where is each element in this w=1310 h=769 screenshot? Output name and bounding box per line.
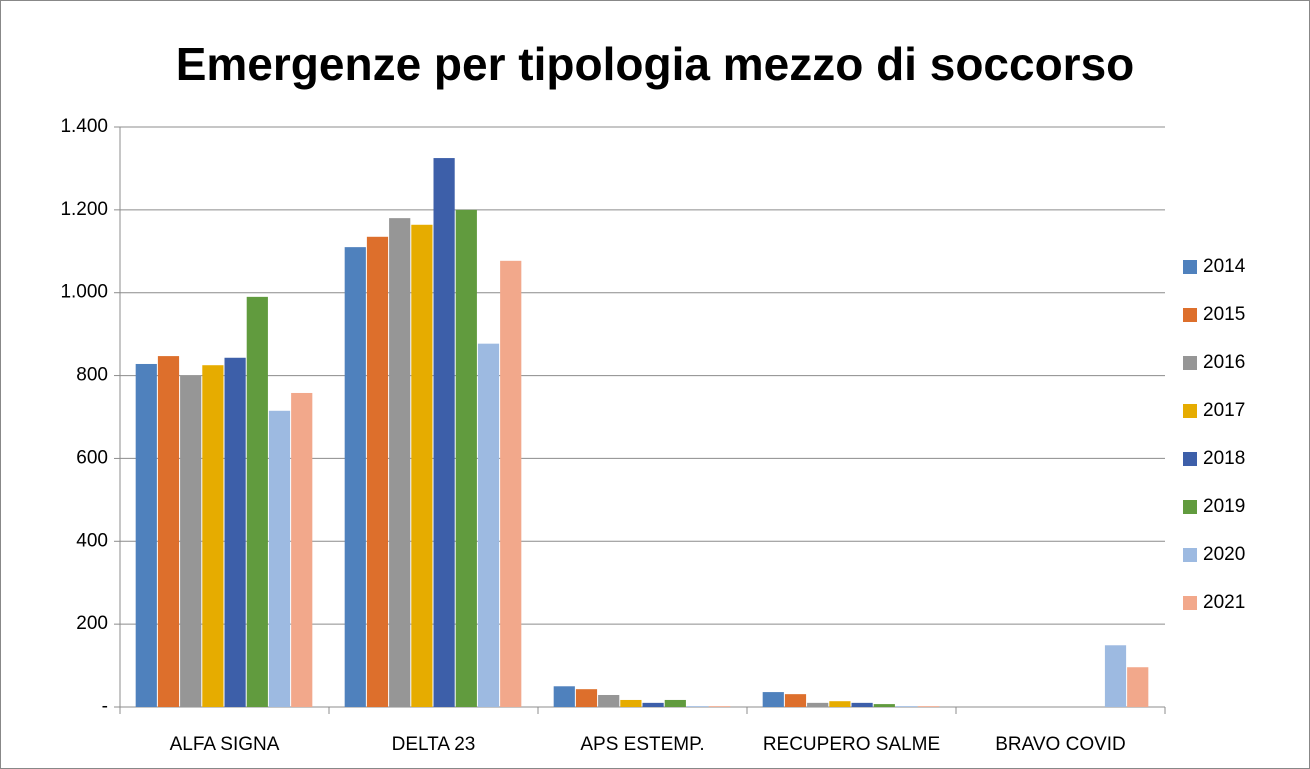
legend-swatch: [1183, 356, 1197, 370]
bar: [366, 236, 389, 708]
bar: [202, 365, 224, 707]
x-tick-label: ALFA SIGNA: [170, 734, 280, 755]
bar: [895, 706, 918, 707]
y-tick-label: 1.200: [60, 199, 108, 220]
legend-label: 2014: [1203, 256, 1246, 277]
bar: [575, 689, 598, 707]
chart-title: Emergenze per tipologia mezzo di soccors…: [176, 38, 1135, 90]
legend-label: 2019: [1203, 496, 1245, 517]
x-tick-label: APS ESTEMP.: [580, 734, 704, 755]
x-tick-label: BRAVO COVID: [995, 734, 1126, 755]
legend-label: 2016: [1203, 352, 1245, 373]
bar: [851, 702, 873, 707]
bar: [157, 356, 180, 707]
legend-label: 2020: [1203, 544, 1245, 565]
bar: [664, 699, 686, 707]
bar: [1127, 667, 1149, 707]
bar: [686, 706, 709, 707]
bar: [135, 363, 157, 707]
legend-swatch: [1183, 596, 1197, 610]
y-tick-label: 800: [76, 365, 108, 386]
y-tick-label: 600: [76, 447, 108, 468]
bar: [344, 247, 366, 707]
bar: [224, 357, 246, 707]
bar: [433, 158, 455, 708]
bar: [807, 702, 829, 707]
legend-label: 2021: [1203, 592, 1245, 613]
bar: [389, 218, 411, 707]
bar: [246, 296, 268, 707]
bar: [455, 209, 477, 707]
bar: [411, 224, 433, 707]
x-tick-label: RECUPERO SALME: [763, 734, 940, 755]
bar: [180, 375, 202, 707]
legend-label: 2015: [1203, 304, 1245, 325]
bar: [553, 686, 575, 707]
bar: [500, 260, 522, 707]
bar: [598, 694, 620, 707]
legend-label: 2017: [1203, 400, 1245, 421]
bar: [268, 410, 291, 707]
legend-swatch: [1183, 260, 1197, 274]
bar: [762, 692, 784, 707]
legend-swatch: [1183, 548, 1197, 562]
legend-label: 2018: [1203, 448, 1245, 469]
legend-swatch: [1183, 308, 1197, 322]
x-tick-label: DELTA 23: [392, 734, 476, 755]
legend-swatch: [1183, 452, 1197, 466]
y-tick-label: 400: [76, 530, 108, 551]
bar: [477, 343, 500, 707]
y-tick-label: 200: [76, 613, 108, 634]
bar: [1104, 645, 1127, 707]
bar: [642, 702, 664, 707]
bar: [873, 704, 895, 707]
bar: [829, 701, 851, 707]
y-tick-label: 1.000: [60, 282, 108, 303]
bar: [709, 706, 731, 707]
legend-swatch: [1183, 404, 1197, 418]
bar: [784, 694, 807, 707]
bar: [620, 699, 642, 707]
bar: [918, 706, 940, 707]
legend-swatch: [1183, 500, 1197, 514]
bar: [291, 392, 313, 707]
y-tick-label: 1.400: [60, 116, 108, 137]
y-tick-label: -: [102, 696, 108, 717]
